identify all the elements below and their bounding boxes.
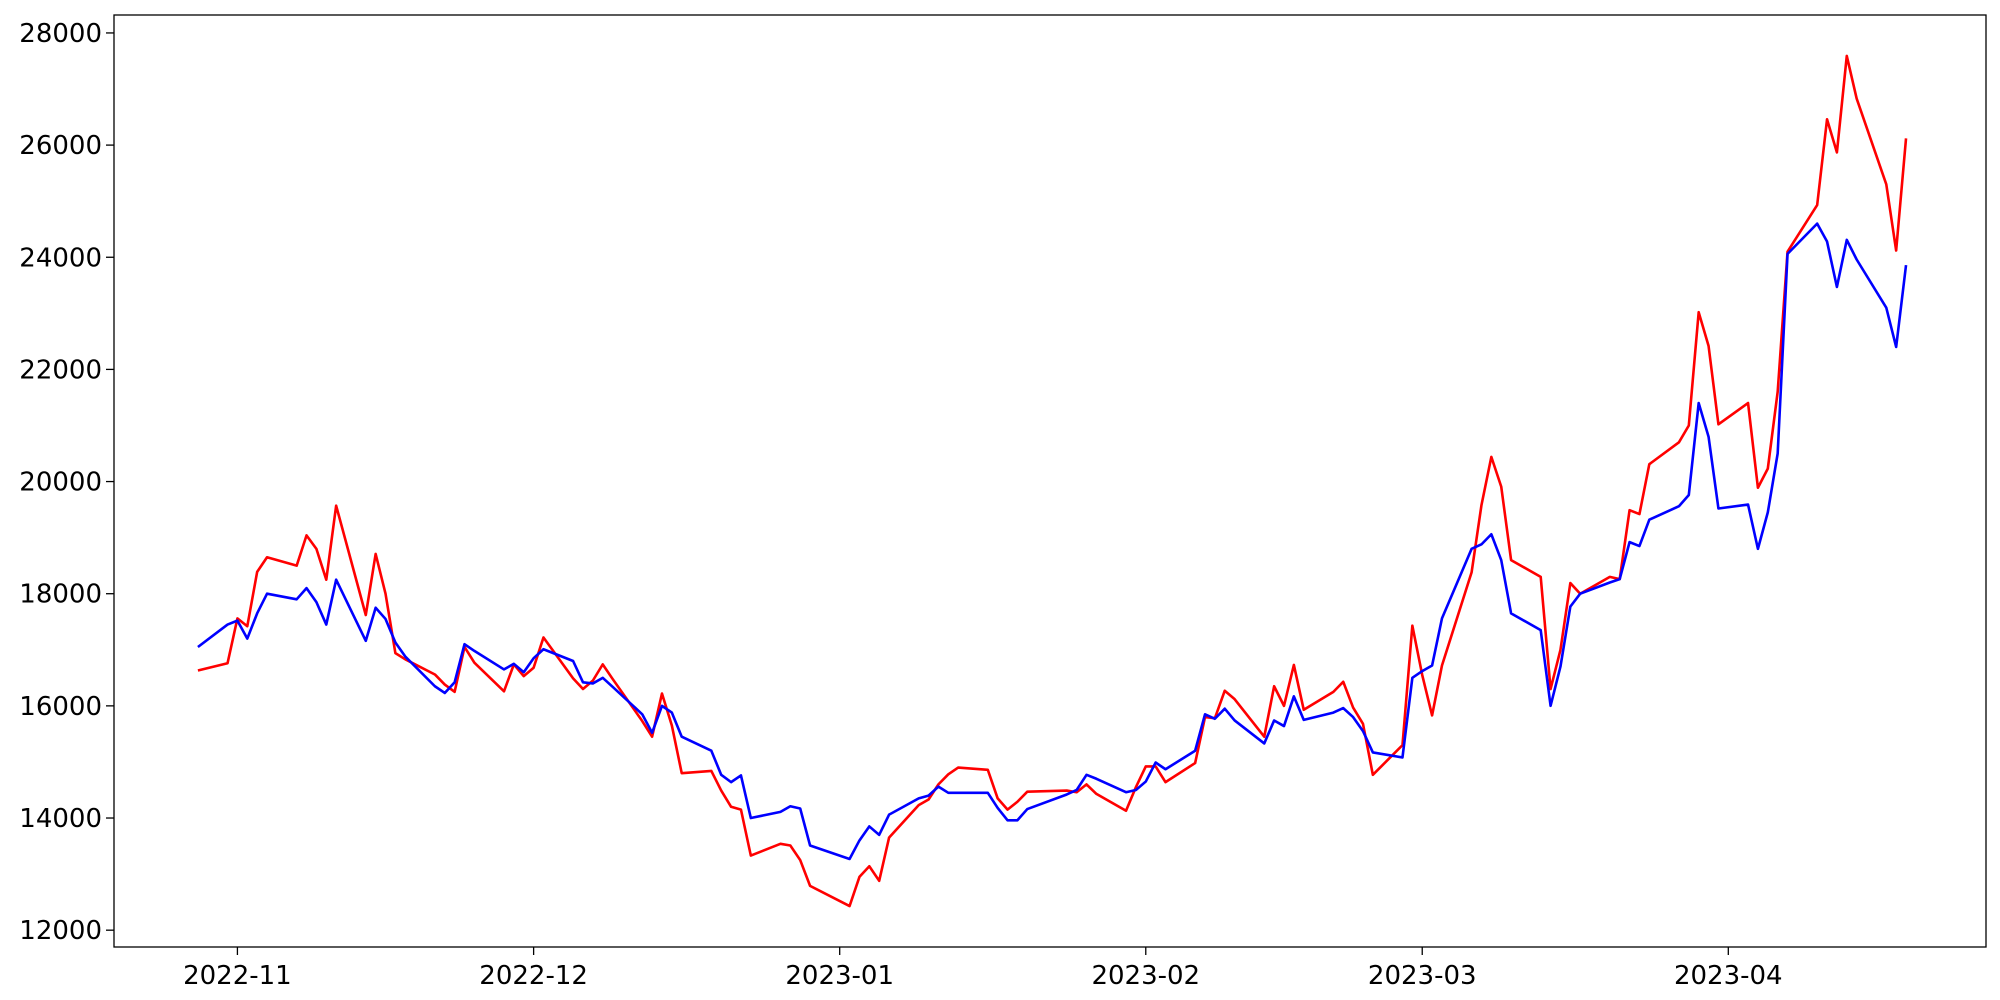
series-line — [197, 222, 1908, 861]
plot-frame — [113, 14, 1987, 948]
y-tick-label: 24000 — [19, 243, 102, 273]
y-tick-label: 18000 — [19, 580, 102, 610]
x-tick-label: 2023-04 — [1674, 961, 1783, 991]
series-line — [197, 54, 1908, 908]
x-tick-label: 2022-11 — [183, 961, 292, 991]
y-tick-label: 16000 — [19, 692, 102, 722]
x-tick-label: 2023-01 — [785, 961, 894, 991]
y-tick-label: 14000 — [19, 804, 102, 834]
x-tick-label: 2022-12 — [479, 961, 588, 991]
x-tick-label: 2023-02 — [1091, 961, 1200, 991]
y-tick-label: 22000 — [19, 355, 102, 385]
y-tick-label: 28000 — [19, 19, 102, 49]
y-tick-label: 12000 — [19, 916, 102, 946]
y-tick-label: 26000 — [19, 131, 102, 161]
y-tick-label: 20000 — [19, 468, 102, 498]
x-tick-label: 2023-03 — [1368, 961, 1477, 991]
